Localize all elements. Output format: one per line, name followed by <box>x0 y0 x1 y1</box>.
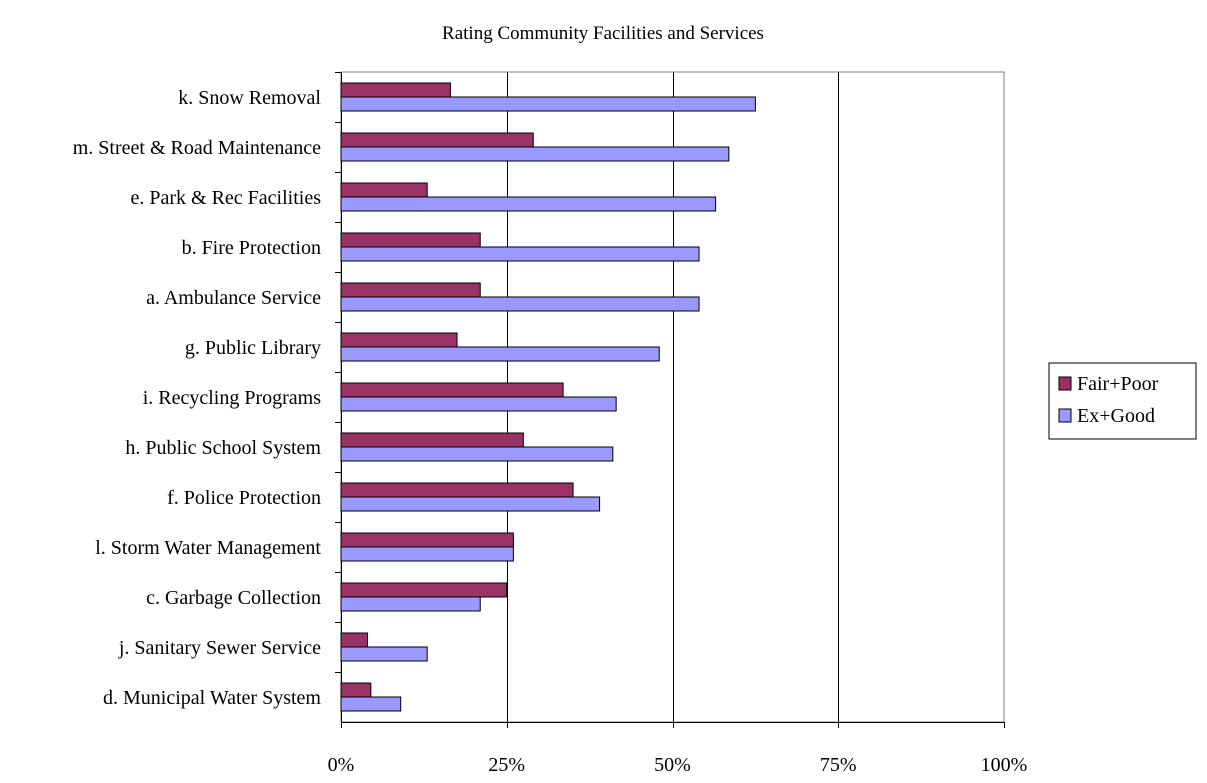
category-label: a. Ambulance Service <box>146 287 321 309</box>
legend-box <box>1048 362 1197 440</box>
x-axis-tick-labels: 0% 25% 50% 75% 100% <box>328 754 1028 776</box>
category-label: d. Municipal Water System <box>103 687 321 709</box>
category-labels: k. Snow Removal m. Street & Road Maintena… <box>73 87 322 709</box>
bar-ex-good <box>340 446 614 462</box>
bar-fair-poor <box>340 532 514 548</box>
bar-fair-poor <box>340 582 508 598</box>
bar-ex-good <box>340 296 700 312</box>
x-tick-label: 25% <box>488 754 525 776</box>
bar-fair-poor <box>340 182 428 198</box>
legend-label: Ex+Good <box>1077 405 1155 427</box>
category-label: j. Sanitary Sewer Service <box>118 637 321 659</box>
bar-fair-poor <box>340 332 458 348</box>
legend-swatch <box>1058 408 1072 423</box>
bar-fair-poor <box>340 82 451 98</box>
legend-label: Fair+Poor <box>1077 373 1159 395</box>
bar-ex-good <box>340 496 601 512</box>
legend-swatch <box>1058 376 1072 391</box>
bar-ex-good <box>340 346 660 362</box>
bars <box>340 82 756 712</box>
bar-fair-poor <box>340 632 369 648</box>
bar-fair-poor <box>340 132 534 148</box>
bar-fair-poor <box>340 682 372 698</box>
bar-ex-good <box>340 696 402 712</box>
bar-ex-good <box>340 96 756 112</box>
bar-fair-poor <box>340 482 574 498</box>
bar-fair-poor <box>340 232 481 248</box>
x-tick-label: 100% <box>981 754 1028 776</box>
x-tick-label: 0% <box>328 754 355 776</box>
bar-fair-poor <box>340 382 564 398</box>
category-label: h. Public School System <box>125 437 321 459</box>
bar-fair-poor <box>340 432 524 448</box>
bar-ex-good <box>340 596 481 612</box>
chart-title: Rating Community Facilities and Services <box>442 23 764 44</box>
category-label: l. Storm Water Management <box>95 537 321 559</box>
x-tick-label: 50% <box>654 754 691 776</box>
category-label: f. Police Protection <box>167 487 321 509</box>
bar-ex-good <box>340 646 428 662</box>
category-label: e. Park & Rec Facilities <box>130 187 321 209</box>
bar-ex-good <box>340 546 514 562</box>
category-label: m. Street & Road Maintenance <box>73 137 321 159</box>
bar-ex-good <box>340 196 717 212</box>
category-label: i. Recycling Programs <box>143 387 322 409</box>
category-label: g. Public Library <box>185 337 321 359</box>
bar-ex-good <box>340 146 730 162</box>
category-label: c. Garbage Collection <box>146 587 321 609</box>
x-tick-label: 75% <box>820 754 857 776</box>
category-label: b. Fire Protection <box>182 237 321 259</box>
bar-ex-good <box>340 396 617 412</box>
legend: Fair+Poor Ex+Good <box>1048 362 1197 440</box>
category-label: k. Snow Removal <box>178 87 321 109</box>
bar-fair-poor <box>340 282 481 298</box>
bar-ex-good <box>340 246 700 262</box>
